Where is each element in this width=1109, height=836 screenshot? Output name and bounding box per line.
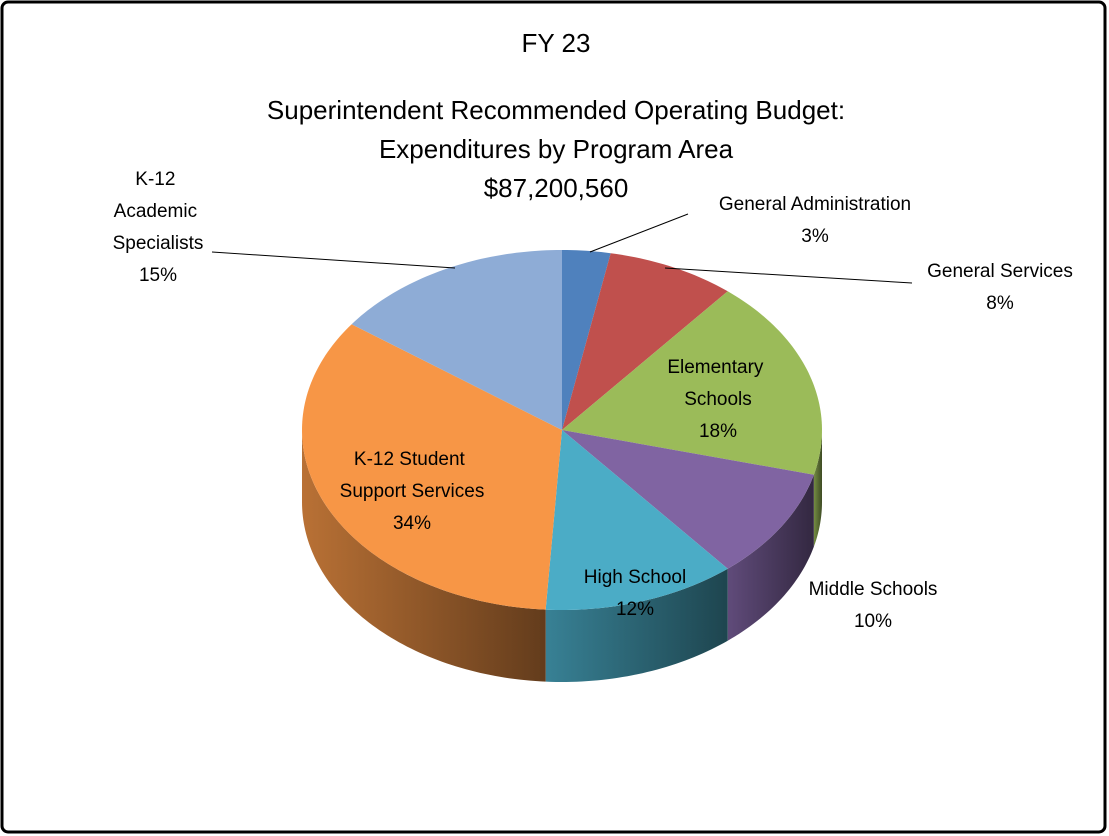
slice-label: K-12 Student Support Services: [340, 449, 485, 502]
label-line: K-12 Student: [354, 449, 470, 470]
value-label: 18%: [699, 421, 737, 442]
label-line: K-12: [135, 169, 180, 190]
pie-slice: [351, 250, 562, 430]
chart-title: Expenditures by Program Area: [379, 134, 734, 164]
pie-slice: [562, 291, 822, 475]
label-line: General Services: [927, 261, 1073, 282]
leader-line: [589, 213, 689, 253]
slice-label: General Administration: [719, 194, 911, 215]
pie-slice: [302, 324, 562, 610]
label-line: Academic: [114, 201, 203, 222]
label-line: Elementary: [667, 357, 768, 378]
value-label: 34%: [393, 513, 431, 534]
value-label: 12%: [616, 599, 654, 620]
slice-label: High School: [584, 567, 686, 588]
value-label: 15%: [139, 265, 177, 286]
leader-line: [664, 267, 913, 284]
label-line: General Administration: [719, 194, 911, 215]
leader-line: [211, 251, 456, 269]
pie-slice: [562, 250, 611, 430]
value-label: 8%: [986, 293, 1014, 314]
label-line: Middle Schools: [809, 579, 938, 600]
pie-slice: [562, 430, 814, 569]
pie-sides: [302, 430, 822, 682]
slice-label: Elementary Schools: [667, 357, 768, 410]
label-line: Specialists: [113, 233, 204, 254]
pie-side: [727, 474, 814, 641]
label-line: High School: [584, 567, 686, 588]
slice-label: K-12 Academic Specialists: [113, 169, 204, 254]
slice-label: Middle Schools: [809, 579, 938, 600]
label-line: Schools: [684, 389, 752, 410]
pie-slice: [562, 253, 728, 430]
pie-slice: [545, 430, 728, 610]
value-label: 10%: [854, 611, 892, 632]
label-line: Support Services: [340, 481, 485, 502]
chart-title: Superintendent Recommended Operating Bud…: [267, 95, 845, 125]
chart-title: $87,200,560: [484, 173, 629, 203]
value-label: 3%: [801, 226, 829, 247]
pie-side: [545, 568, 728, 682]
slice-label: General Services: [927, 261, 1073, 282]
pie-side: [302, 430, 546, 682]
pie-side: [813, 430, 822, 547]
chart-title: FY 23: [522, 28, 591, 58]
